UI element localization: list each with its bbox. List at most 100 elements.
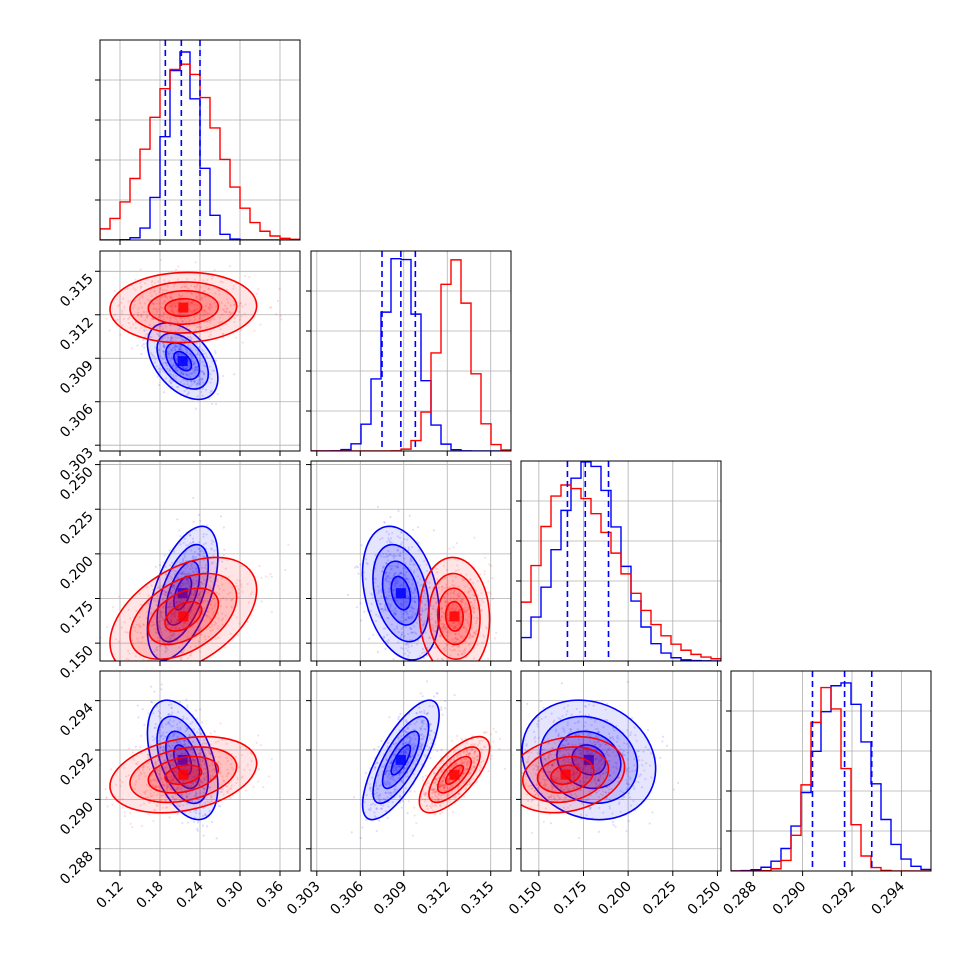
- sample-point: [111, 803, 114, 806]
- sample-point: [176, 576, 179, 579]
- sample-point: [406, 538, 409, 541]
- sample-point: [455, 637, 459, 641]
- sample-point: [468, 578, 472, 581]
- sample-point: [192, 613, 195, 616]
- sample-point: [195, 631, 199, 634]
- sample-point: [404, 618, 407, 622]
- sample-point: [467, 613, 470, 616]
- sample-point: [389, 583, 392, 586]
- sample-point: [221, 280, 224, 284]
- sample-point: [145, 666, 147, 668]
- sample-point: [183, 621, 186, 624]
- sample-point: [389, 515, 392, 519]
- sample-point: [457, 633, 460, 636]
- sample-point: [380, 555, 383, 558]
- sample-point: [204, 812, 207, 816]
- sample-point: [182, 739, 186, 743]
- sample-point: [193, 774, 196, 777]
- sample-point: [167, 606, 170, 609]
- sample-point: [280, 318, 283, 321]
- sample-point: [210, 562, 213, 565]
- sample-point: [252, 785, 255, 788]
- sample-point: [171, 744, 174, 747]
- sample-point: [224, 614, 227, 617]
- sample-point: [122, 317, 125, 321]
- sample-point: [432, 596, 435, 599]
- sample-point: [162, 302, 165, 305]
- sample-point: [113, 289, 116, 293]
- sample-point: [170, 296, 173, 299]
- sample-point: [175, 611, 178, 614]
- sample-point: [168, 723, 172, 726]
- sample-point: [181, 582, 184, 585]
- sample-point: [195, 709, 198, 712]
- sample-point: [182, 373, 185, 376]
- sample-point: [187, 608, 190, 611]
- sample-point: [153, 623, 156, 627]
- sample-point: [204, 542, 208, 545]
- sample-point: [404, 577, 407, 580]
- sample-point: [363, 610, 366, 613]
- sample-point: [186, 383, 189, 386]
- sample-point: [189, 572, 192, 575]
- sample-point: [389, 537, 393, 540]
- sample-point: [134, 655, 137, 658]
- sample-point: [176, 773, 179, 776]
- sample-point: [196, 295, 199, 298]
- sample-point: [240, 315, 243, 318]
- sample-point: [153, 726, 156, 730]
- sample-point: [175, 600, 178, 603]
- panel-1-0: [95, 250, 301, 456]
- sample-point: [459, 621, 462, 624]
- sample-point: [170, 636, 173, 640]
- sample-point: [164, 594, 167, 597]
- sample-point: [224, 567, 227, 570]
- sample-point: [211, 369, 214, 372]
- sample-point: [184, 367, 187, 371]
- sample-point: [385, 571, 388, 574]
- sample-point: [414, 595, 417, 598]
- sample-point: [195, 295, 198, 298]
- sample-point: [171, 585, 174, 589]
- sample-point: [166, 603, 169, 606]
- sample-point: [250, 759, 253, 763]
- sample-point: [419, 578, 422, 581]
- sample-point: [379, 798, 382, 802]
- sample-point: [134, 762, 137, 765]
- sample-point: [121, 806, 124, 809]
- sample-point: [136, 344, 139, 347]
- sample-point: [193, 557, 196, 560]
- sample-point: [198, 783, 201, 787]
- sample-point: [197, 378, 201, 381]
- sample-point: [455, 638, 459, 641]
- sample-point: [200, 721, 204, 724]
- sample-point: [194, 287, 197, 290]
- sample-point: [203, 606, 206, 610]
- sample-point: [186, 657, 189, 660]
- sample-point: [161, 611, 164, 615]
- sample-point: [142, 635, 145, 639]
- sample-point: [165, 806, 168, 809]
- sample-point: [181, 779, 185, 782]
- sample-point: [163, 605, 166, 608]
- sample-point: [173, 769, 176, 772]
- sample-point: [213, 730, 216, 733]
- sample-point: [193, 550, 197, 554]
- sample-point: [444, 600, 447, 603]
- sample-point: [188, 352, 192, 356]
- sample-point: [201, 566, 204, 569]
- sample-point: [204, 313, 207, 316]
- sample-point: [473, 601, 476, 604]
- sample-point: [121, 324, 124, 327]
- sample-point: [172, 302, 176, 305]
- sample-point: [379, 602, 382, 606]
- sample-point: [153, 289, 156, 293]
- sample-point: [193, 309, 197, 312]
- sample-point: [382, 565, 386, 569]
- sample-point: [183, 752, 186, 755]
- sample-point: [376, 651, 380, 654]
- sample-point: [169, 339, 172, 343]
- sample-point: [413, 601, 417, 604]
- sample-point: [400, 646, 403, 649]
- sample-point: [194, 579, 197, 582]
